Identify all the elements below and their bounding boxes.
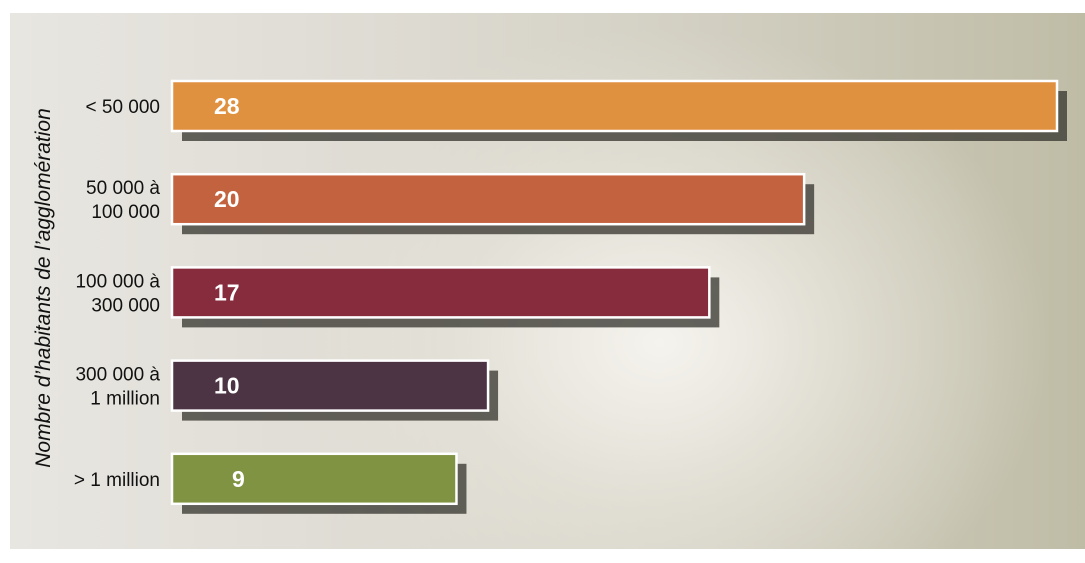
bars-layer: 28 < 50 000 20 50 000 à 100 000 17 100 000 à 30… (74, 79, 1067, 514)
category-label: 100 000 (91, 202, 160, 223)
category-label: 100 000 à (75, 271, 160, 292)
bar (170, 359, 490, 412)
category-label: 50 000 à (86, 178, 160, 199)
bar-value-label: 10 (214, 373, 240, 399)
bar-chart: Nombre d’habitants de l’agglomération 28… (32, 79, 1067, 514)
y-axis-title: Nombre d’habitants de l’agglomération (32, 108, 55, 468)
bar-value-label: 28 (214, 93, 240, 119)
category-label: > 1 million (74, 470, 160, 491)
bar-value-label: 20 (214, 186, 240, 212)
category-label: < 50 000 (86, 97, 161, 118)
category-label: 300 000 (91, 295, 160, 316)
bar (170, 266, 711, 319)
chart-panel: Nombre d’habitants de l’agglomération 28… (10, 13, 1085, 549)
bar (170, 172, 806, 226)
bar-value-label: 17 (214, 279, 240, 305)
category-label: 300 000 à (75, 365, 160, 386)
bar (170, 452, 458, 506)
category-label: 1 million (90, 389, 160, 410)
bar (170, 79, 1059, 133)
bar-value-label: 9 (232, 466, 245, 492)
